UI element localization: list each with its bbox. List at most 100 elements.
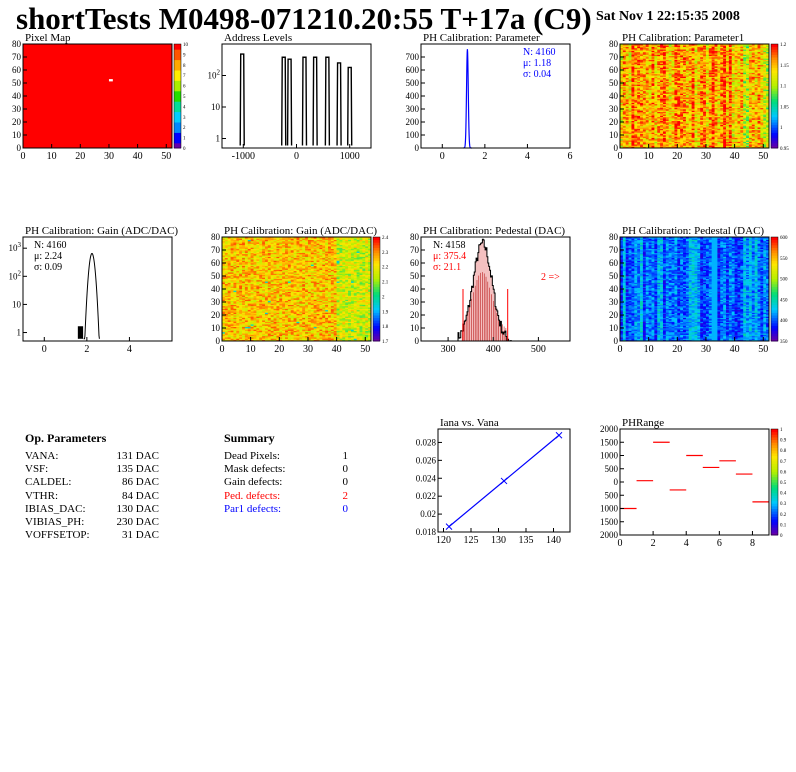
stat-n: N: 4160 (34, 240, 67, 251)
pixel_map-zbar-cell (174, 145, 181, 149)
ph_param1-cell (657, 54, 661, 57)
ph_param1-cell (622, 47, 627, 50)
ph_param1-cell (620, 71, 624, 73)
ph_param1-zbar-label: 1.05 (780, 105, 789, 110)
ph_param1-cell (634, 60, 638, 63)
ph_param1-cell (657, 53, 661, 55)
ph_param1-zbar-label: 0.95 (780, 147, 789, 152)
ph_param1-cell (660, 133, 664, 136)
ph_param1-cell (637, 62, 641, 64)
pixel_map-xtick-label: 0 (21, 151, 26, 162)
ph_param1-cell (651, 51, 655, 54)
ph_param1-cell (657, 98, 661, 101)
ph_param1-cell (628, 58, 632, 60)
ph_param1-cell (651, 97, 655, 99)
ph_param1-cell (657, 140, 661, 142)
op-param-row: CALDEL: 86 DAC (25, 476, 159, 489)
ph_param-ytick-label: 300 (406, 104, 420, 114)
ph_param1-ytick-label: 20 (609, 117, 619, 127)
ph_param1-cell (654, 111, 658, 114)
ph_param1-cell (654, 89, 658, 92)
pixel_map-zbar-cell (174, 75, 181, 79)
ph_param1-cell (634, 140, 638, 142)
ph_param1-cell (631, 92, 635, 94)
ph_param-ytick-label: 700 (406, 52, 420, 62)
ph_param1-cell (657, 92, 661, 94)
ph_param1-cell (640, 118, 644, 120)
ph_param1-cell (648, 93, 652, 96)
ph_param1-cell (657, 63, 661, 66)
ph_param1-cell (620, 66, 624, 68)
ph_param1-cell (637, 55, 641, 58)
ph_param1-cell (645, 81, 650, 84)
ph_param1-cell (622, 54, 627, 57)
ph_param1-cell (648, 107, 652, 110)
pixel_map-ytick-label: 20 (12, 117, 22, 127)
ph_param1-cell (637, 57, 641, 59)
ph_param1-cell (648, 89, 652, 92)
ph_param1-cell (642, 63, 647, 66)
ph_param1-cell (625, 103, 629, 106)
ph_param1-cell (654, 129, 658, 132)
ph_param1-cell (645, 109, 650, 111)
ph_param1-cell (622, 96, 627, 98)
ph_param1-cell (625, 81, 629, 84)
ph_param1-cell (640, 60, 644, 63)
gain-low-bins (77, 326, 84, 339)
ph_param1-cell (631, 124, 635, 127)
ph_param1-cell (645, 103, 650, 106)
ph_param1-cell (634, 55, 638, 58)
ph_param1-cell (654, 109, 658, 111)
ph_param1-cell (620, 145, 624, 148)
ph_param1-cell (645, 142, 650, 145)
summary-value: 0 (342, 476, 349, 489)
ph_param1-cell (631, 96, 635, 98)
ph_param1-cell (640, 96, 644, 98)
title-iana: Iana vs. Vana (440, 417, 499, 429)
ph_param1-cell (634, 71, 638, 73)
ph_param1-cell (640, 70, 644, 72)
ph_param1-cell (625, 67, 629, 70)
ph_param1-cell (625, 96, 629, 98)
ph_param1-cell (657, 142, 661, 145)
ph_param1-cell (654, 145, 658, 148)
ph_param1-cell (628, 60, 632, 63)
ph_param1-cell (651, 62, 655, 64)
ph_param1-cell (628, 145, 632, 148)
ph_param1-cell (648, 44, 652, 46)
ph_param1-cell (648, 114, 652, 116)
ph_param1-cell (640, 64, 644, 67)
ph_param1-cell (657, 99, 661, 102)
ph_param1-cell (657, 79, 661, 81)
ph_param1-cell (637, 114, 641, 116)
ph_param1-cell (648, 138, 652, 141)
ph_param1-cell (645, 62, 650, 64)
ph_param1-cell (642, 51, 647, 54)
ph_param1-cell (631, 44, 635, 46)
ph_param1-cell (622, 140, 627, 142)
ph_param1-cell (625, 58, 629, 60)
ph_param1-cell (651, 116, 655, 119)
ph_param1-cell (660, 118, 664, 120)
ph_param1-cell (631, 89, 635, 92)
ph_param1-cell (625, 107, 629, 110)
ph_param1-cell (622, 64, 627, 67)
ph_param1-cell (645, 76, 650, 79)
ph_param1-cell (651, 90, 655, 93)
ph_param1-cell (651, 80, 655, 83)
ph_param1-cell (625, 119, 629, 122)
ph_param1-cell (648, 90, 652, 93)
ph_param1-cell (637, 79, 641, 81)
ph_param1-cell (634, 102, 638, 105)
ph_param1-cell (628, 132, 632, 135)
ph_param1-cell (625, 144, 629, 146)
pixel_map-zbar-label: 4 (183, 105, 186, 110)
ph_param1-cell (637, 81, 641, 84)
ph_param1-cell (645, 77, 650, 80)
ph_param1-cell (637, 89, 641, 92)
ph_param1-cell (634, 101, 638, 103)
ph_param1-cell (622, 86, 627, 89)
ph_param1-cell (622, 55, 627, 58)
op-param-value: 230 DAC (116, 515, 159, 528)
ph_param1-cell (620, 138, 624, 141)
